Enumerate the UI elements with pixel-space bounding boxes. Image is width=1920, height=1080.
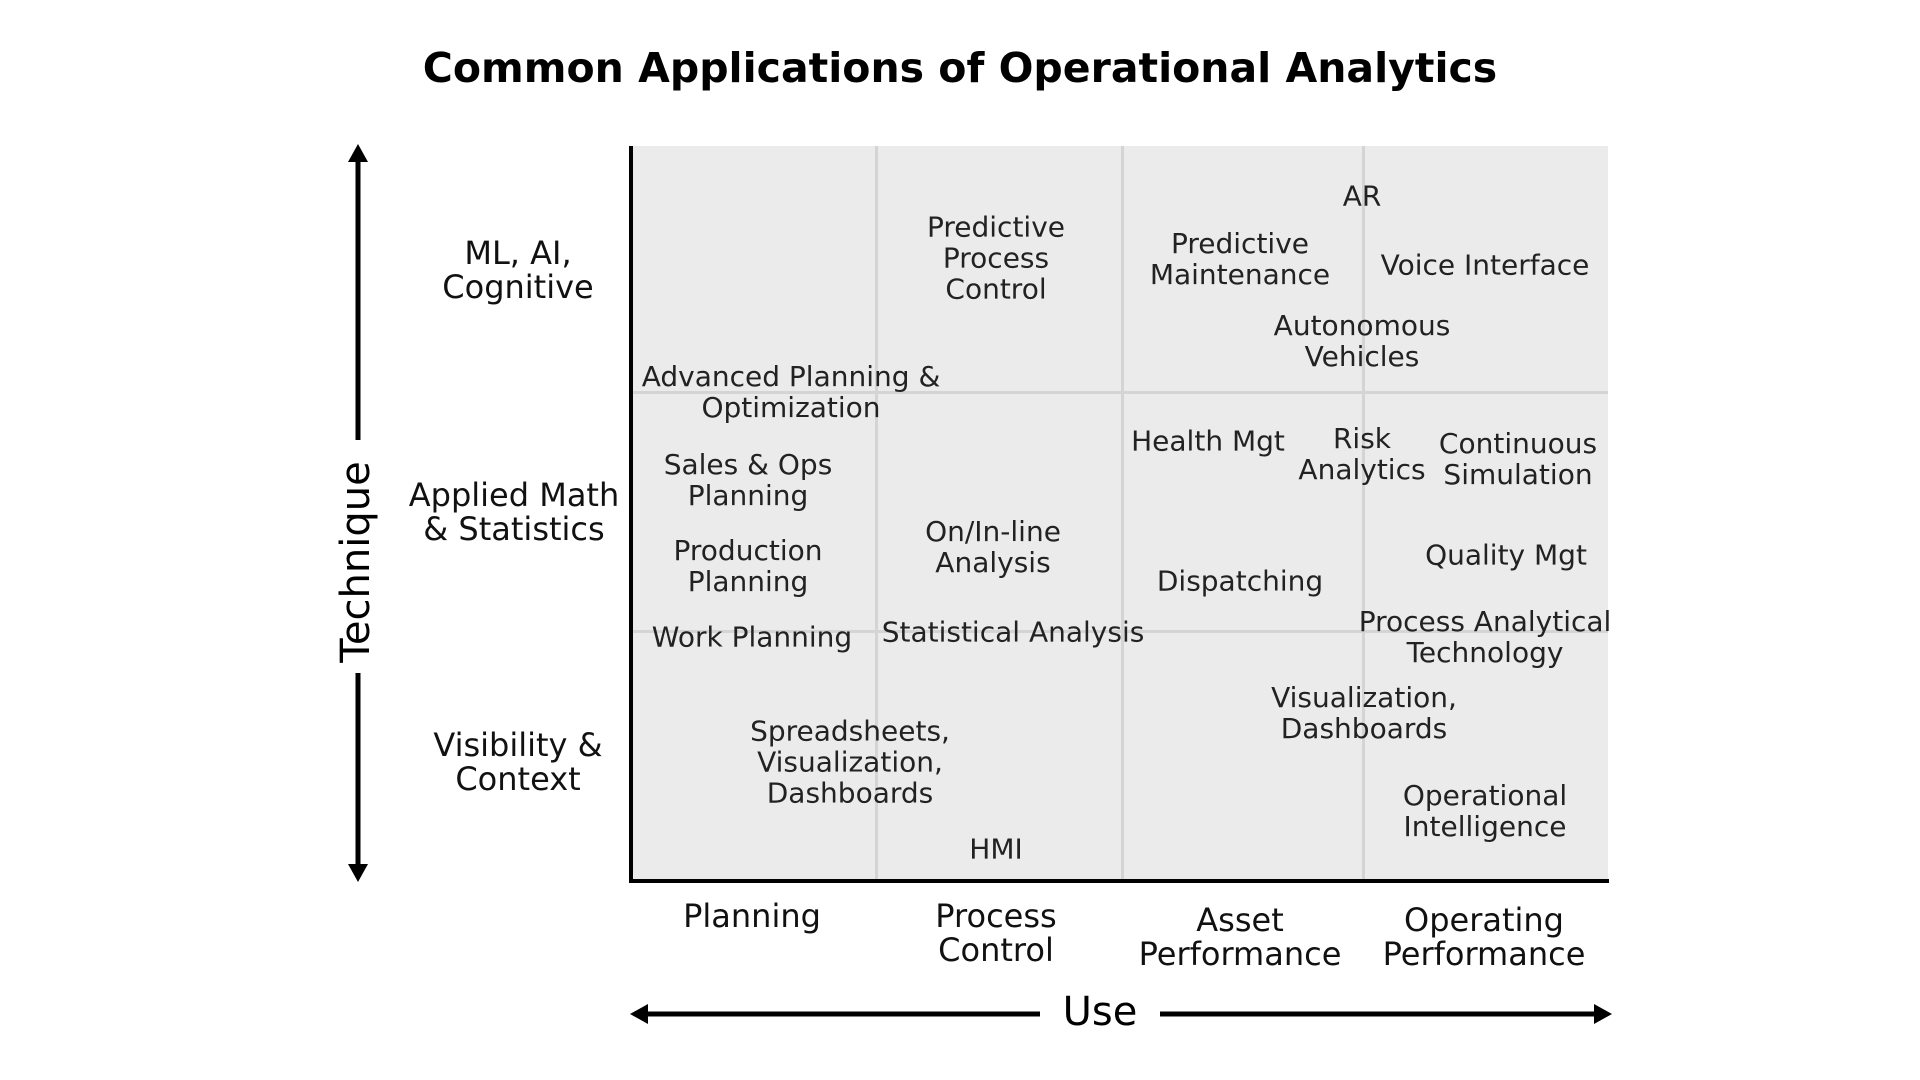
item-autonomous-vehicles: Autonomous Vehicles bbox=[1273, 309, 1451, 373]
technique-arrow-up-head bbox=[348, 144, 368, 162]
item-continuous-simulation: Continuous Simulation bbox=[1438, 427, 1598, 491]
column-label-process-control: Process Control bbox=[935, 897, 1057, 969]
column-label-operating-performance: Operating Performance bbox=[1382, 901, 1586, 973]
item-predictive-maintenance: Predictive Maintenance bbox=[1149, 227, 1331, 291]
column-divider bbox=[1362, 146, 1365, 882]
item-hmi: HMI bbox=[969, 832, 1023, 866]
item-dispatching: Dispatching bbox=[1156, 564, 1324, 598]
item-voice-interface: Voice Interface bbox=[1380, 248, 1590, 282]
item-health-mgt: Health Mgt bbox=[1131, 424, 1285, 458]
technique-arrow-down-head bbox=[348, 864, 368, 882]
use-arrow-right-head bbox=[1594, 1004, 1612, 1024]
column-divider bbox=[875, 146, 878, 882]
item-work-planning: Work Planning bbox=[651, 620, 853, 654]
item-predictive-process-control: Predictive Process Control bbox=[926, 210, 1066, 306]
item-ar: AR bbox=[1342, 179, 1382, 213]
item-advanced-planning-optimization: Advanced Planning & Optimization bbox=[641, 360, 941, 424]
diagram-title: Common Applications of Operational Analy… bbox=[422, 44, 1498, 92]
item-visualization-dashboards: Visualization, Dashboards bbox=[1271, 681, 1457, 745]
item-operational-intelligence: Operational Intelligence bbox=[1402, 779, 1568, 843]
y-axis-line bbox=[629, 146, 633, 883]
item-production-planning: Production Planning bbox=[673, 534, 823, 598]
row-divider bbox=[632, 391, 1608, 394]
item-on-in-line-analysis: On/In-line Analysis bbox=[925, 515, 1061, 579]
column-divider bbox=[1121, 146, 1124, 882]
item-process-analytical-technology: Process Analytical Technology bbox=[1358, 605, 1612, 669]
y-axis-title: Technique bbox=[333, 461, 379, 663]
matrix-grid bbox=[632, 146, 1608, 882]
item-sales-ops-planning: Sales & Ops Planning bbox=[663, 448, 833, 512]
item-quality-mgt: Quality Mgt bbox=[1425, 538, 1587, 572]
item-risk-analytics: Risk Analytics bbox=[1298, 422, 1426, 486]
column-label-asset-performance: Asset Performance bbox=[1138, 901, 1342, 973]
item-spreadsheets-visualization-dashboards: Spreadsheets, Visualization, Dashboards bbox=[750, 714, 950, 810]
x-axis-title: Use bbox=[1062, 989, 1138, 1035]
use-arrow-left-head bbox=[630, 1004, 648, 1024]
x-axis-line bbox=[629, 879, 1609, 883]
row-label-visibility-context: Visibility & Context bbox=[433, 726, 603, 798]
row-label-applied-math-statistics: Applied Math & Statistics bbox=[408, 476, 620, 548]
row-label-ml-ai-cognitive: ML, AI, Cognitive bbox=[442, 234, 594, 306]
item-statistical-analysis: Statistical Analysis bbox=[881, 615, 1145, 649]
row-divider bbox=[632, 630, 1608, 633]
column-label-planning: Planning bbox=[683, 897, 821, 935]
